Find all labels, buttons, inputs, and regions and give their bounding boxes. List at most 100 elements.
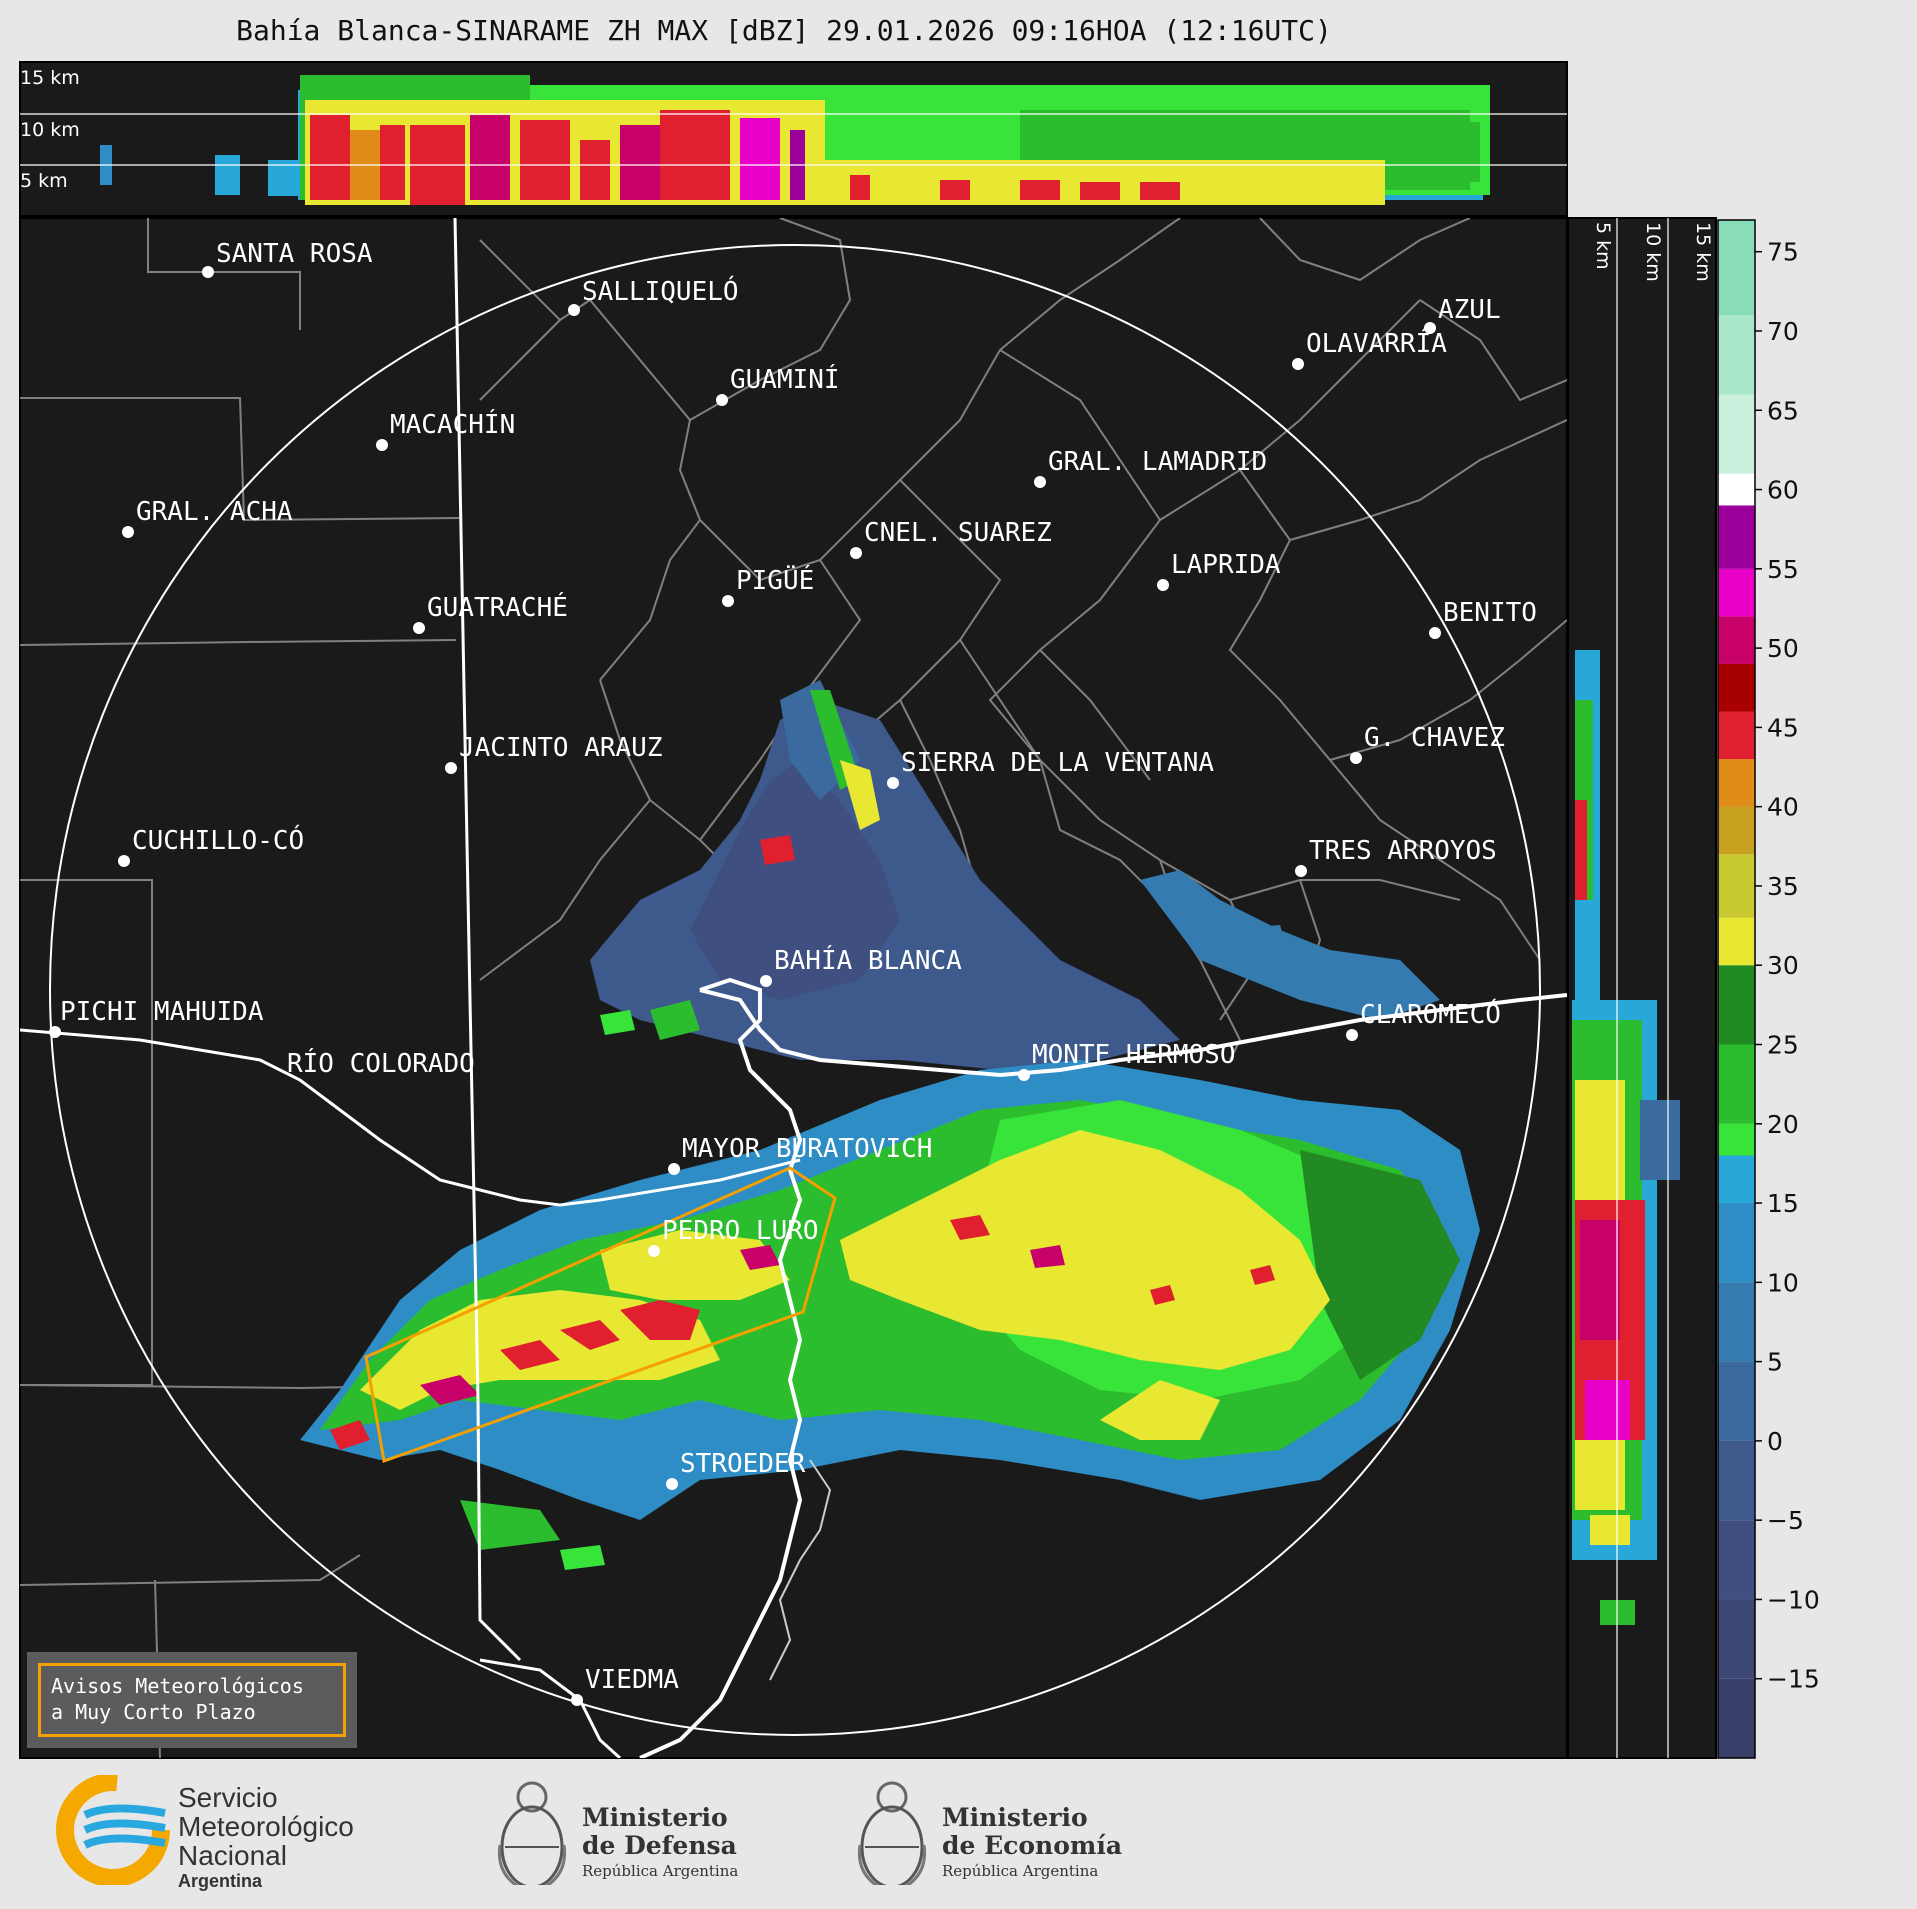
- notice-line-2: a Muy Corto Plazo: [51, 1700, 256, 1724]
- colorbar-band: [1718, 759, 1755, 807]
- smn-line-2: Meteorológico: [178, 1811, 354, 1842]
- city-laprida: LAPRIDA: [1157, 550, 1281, 591]
- city-label: PEDRO LURO: [662, 1216, 819, 1246]
- defensa-line-1: Ministerio: [582, 1803, 728, 1832]
- side-echo-profile: [1572, 650, 1680, 1625]
- colorbar-band: [1718, 917, 1755, 966]
- smn-country: Argentina: [178, 1871, 263, 1891]
- city-tres-arroyos: TRES ARROYOS: [1295, 836, 1497, 877]
- city-label: G. CHAVEZ: [1364, 723, 1505, 753]
- top-height-label-5km: 5 km: [20, 170, 68, 192]
- side-height-label-10km: 10 km: [1642, 222, 1664, 282]
- economia-line-1: Ministerio: [942, 1803, 1088, 1832]
- colorbar-tick-label: 40: [1767, 793, 1799, 822]
- city-sierra-de-la-ventana: SIERRA DE LA VENTANA: [887, 748, 1214, 789]
- colorbar-tick-label: 55: [1767, 555, 1799, 584]
- colorbar-band: [1718, 965, 1755, 1045]
- city-viedma: VIEDMA: [571, 1665, 679, 1706]
- colorbar-tick-label: 0: [1767, 1427, 1783, 1456]
- ministerio-economia-logo-text: Ministerio de Economía República Argenti…: [942, 1804, 1122, 1882]
- city-label: CUCHILLO-CÓ: [132, 824, 304, 856]
- city-label: SANTA ROSA: [216, 239, 373, 269]
- colorbar-tick-label: 75: [1767, 238, 1799, 267]
- side-height-label-15km: 15 km: [1692, 222, 1714, 282]
- city-label: SALLIQUELÓ: [582, 275, 739, 307]
- city-g-chavez: G. CHAVEZ: [1350, 723, 1505, 764]
- colorbar-band: [1718, 1440, 1755, 1521]
- colorbar-band: [1718, 315, 1755, 395]
- city-label: GRAL. ACHA: [136, 497, 293, 527]
- city-label: TRES ARROYOS: [1309, 836, 1497, 866]
- city-olavarria: OLAVARRÍA: [1292, 327, 1447, 370]
- smn-line-3: Nacional: [178, 1840, 287, 1871]
- city-label: PICHI MAHUIDA: [60, 997, 264, 1027]
- city-gral-acha: GRAL. ACHA: [122, 497, 293, 538]
- bahia-blanca-estuary: [639, 977, 803, 1758]
- colorbar-tick-label: 35: [1767, 872, 1799, 901]
- city-label: LAPRIDA: [1171, 550, 1281, 580]
- city-label: GUATRACHÉ: [427, 591, 568, 623]
- city-label: CLAROMECÓ: [1360, 998, 1501, 1030]
- colorbar-tick-label: 70: [1767, 317, 1799, 346]
- smn-logo-text: Servicio Meteorológico Nacional Argentin…: [178, 1783, 354, 1892]
- colorbar-tick-label: 45: [1767, 713, 1799, 742]
- city-jacinto-arauz: JACINTO ARAUZ: [445, 733, 663, 774]
- city-label: JACINTO ARAUZ: [459, 733, 663, 763]
- city-label: GRAL. LAMADRID: [1048, 447, 1267, 477]
- city-salliquelo: SALLIQUELÓ: [568, 275, 739, 316]
- city-monte-hermoso: MONTE HERMOSO: [1018, 1040, 1236, 1081]
- city-bahia-blanca: BAHÍA BLANCA: [760, 944, 962, 987]
- colorbar-tick-label: −5: [1767, 1506, 1804, 1535]
- city-label: CNEL. SUAREZ: [864, 518, 1052, 548]
- city-label: OLAVARRÍA: [1306, 327, 1447, 359]
- coat-of-arms-icon: [497, 1781, 567, 1885]
- city-pigue: PIGÜÉ: [722, 564, 814, 607]
- city-label: SIERRA DE LA VENTANA: [901, 748, 1214, 778]
- colorbar-band: [1718, 663, 1755, 712]
- city-mayor-buratovich: MAYOR BURATOVICH: [668, 1134, 932, 1175]
- city-pichi-mahuida: PICHI MAHUIDA: [49, 997, 264, 1038]
- colorbar-band: [1718, 505, 1755, 569]
- colorbar-band: [1718, 568, 1755, 617]
- colorbar-tick-label: 30: [1767, 951, 1799, 980]
- province-border: [453, 218, 522, 1662]
- colorbar-band: [1718, 473, 1755, 506]
- colorbar-tick-label: −15: [1767, 1665, 1820, 1694]
- city-cuchillo-co: CUCHILLO-CÓ: [118, 824, 304, 867]
- smn-logo-icon: [56, 1775, 170, 1885]
- city-benito: BENITO: [1429, 598, 1537, 639]
- defensa-line-3: República Argentina: [582, 1862, 739, 1880]
- city-claromeco: CLAROMECÓ: [1346, 998, 1501, 1041]
- chart-title: Bahía Blanca-SINARAME ZH MAX [dBZ] 29.01…: [236, 14, 1332, 47]
- top-height-label-10km: 10 km: [20, 119, 80, 141]
- colorbar-band: [1718, 1123, 1755, 1156]
- colorbar-band: [1718, 1361, 1755, 1441]
- city-gral-lamadrid: GRAL. LAMADRID: [1034, 447, 1267, 488]
- colorbar-tick-label: 5: [1767, 1348, 1783, 1377]
- warning-notice-box: Avisos Meteorológicos a Muy Corto Plazo: [27, 1652, 357, 1748]
- city-label: AZUL: [1438, 295, 1501, 325]
- city-guatrache: GUATRACHÉ: [413, 591, 568, 634]
- city-guamini: GUAMINÍ: [716, 363, 840, 406]
- department-boundaries: [20, 218, 1567, 1758]
- colorbar-tick-label: 65: [1767, 396, 1799, 425]
- colorbar-band: [1718, 1203, 1755, 1283]
- side-height-label-5km: 5 km: [1592, 222, 1614, 270]
- colorbar-band: [1718, 220, 1755, 316]
- colorbar-bands: [1718, 220, 1755, 1758]
- city-stroeder: STROEDER: [666, 1449, 806, 1490]
- city-azul: AZUL: [1424, 295, 1501, 334]
- colorbar-band: [1718, 394, 1755, 474]
- colorbar-band: [1718, 711, 1755, 760]
- economia-line-3: República Argentina: [942, 1862, 1099, 1880]
- city-rio-colorado: RÍO COLORADO: [287, 1047, 475, 1079]
- range-ring: [49, 244, 1541, 1736]
- city-label: VIEDMA: [585, 1665, 679, 1695]
- defensa-line-2: de Defensa: [582, 1831, 737, 1860]
- colorbar-tick-label: 60: [1767, 476, 1799, 505]
- smn-line-1: Servicio: [178, 1782, 278, 1813]
- city-label: GUAMINÍ: [730, 363, 840, 395]
